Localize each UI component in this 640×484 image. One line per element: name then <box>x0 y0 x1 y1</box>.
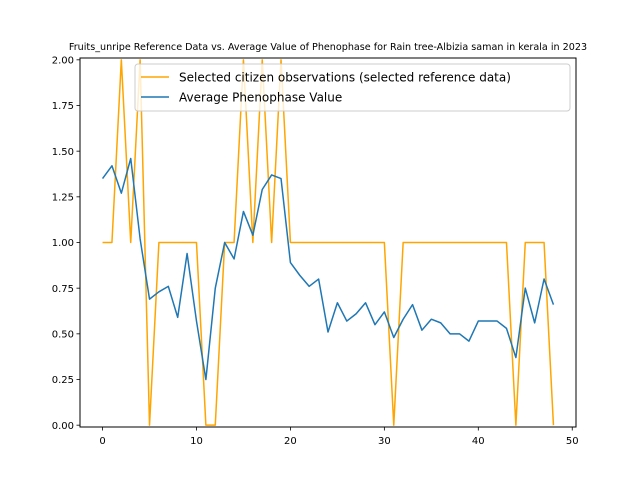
y-tick-label: 0.00 <box>52 421 74 432</box>
legend-box <box>134 63 571 112</box>
x-tick-label: 50 <box>566 436 579 447</box>
series-layer <box>101 59 555 426</box>
chart-title: Fruits_unripe Reference Data vs. Average… <box>69 42 587 53</box>
legend-label: Average Phenophase Value <box>179 91 342 105</box>
series-line-reference-observations <box>102 59 555 426</box>
legend: Selected citizen observations (selected … <box>134 63 571 112</box>
x-tick-label: 10 <box>190 436 203 447</box>
y-tick-label: 0.50 <box>52 329 74 340</box>
x-tick-label: 40 <box>472 436 485 447</box>
y-tick-label: 1.75 <box>52 101 74 112</box>
x-tick-label: 30 <box>378 436 391 447</box>
y-tick-label: 1.50 <box>52 147 74 158</box>
y-tick-label: 1.25 <box>52 192 74 203</box>
x-tick-label: 0 <box>99 436 105 447</box>
y-tick-label: 0.75 <box>52 284 74 295</box>
legend-label: Selected citizen observations (selected … <box>179 71 511 85</box>
y-axis: 0.00 0.25 0.50 0.75 1.00 1.25 1.50 1.75 2.00 <box>52 55 80 432</box>
x-tick-label: 20 <box>284 436 297 447</box>
x-axis: 0 10 20 30 40 50 <box>99 427 579 447</box>
y-tick-label: 2.00 <box>52 55 74 66</box>
y-tick-label: 1.00 <box>52 238 74 249</box>
y-tick-label: 0.25 <box>52 375 74 386</box>
series-line-average-phenophase <box>101 157 555 381</box>
